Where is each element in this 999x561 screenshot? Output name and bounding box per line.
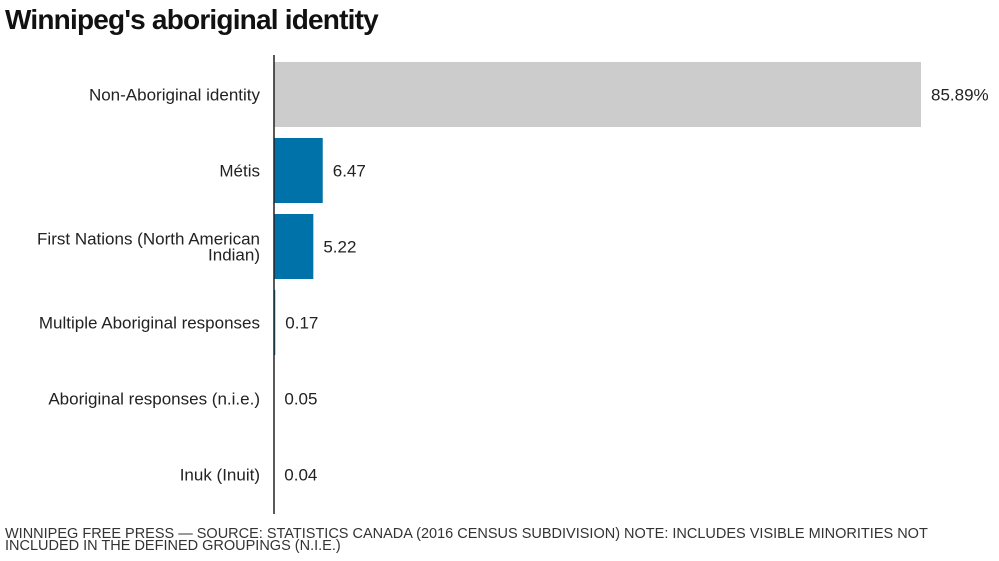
category-label-3: Multiple Aboriginal responses <box>39 314 260 333</box>
category-label-5: Inuk (Inuit) <box>180 466 260 485</box>
value-label-2: 5.22 <box>323 238 356 257</box>
value-label-1: 6.47 <box>333 162 366 181</box>
value-label-3: 0.17 <box>285 314 318 333</box>
bar-0 <box>274 62 921 127</box>
value-label-5: 0.04 <box>284 466 317 485</box>
category-label-2: First Nations (North American Indian) <box>37 230 260 265</box>
category-label-0: Non-Aboriginal identity <box>89 86 261 105</box>
category-label-4: Aboriginal responses (n.i.e.) <box>48 390 260 409</box>
value-label-0: 85.89% <box>931 86 989 105</box>
category-label-1: Métis <box>219 162 260 181</box>
bar-1 <box>274 138 323 203</box>
value-label-4: 0.05 <box>284 390 317 409</box>
bar-2 <box>274 214 314 279</box>
chart-title: Winnipeg's aboriginal identity <box>5 4 379 35</box>
source-note: WINNIPEG FREE PRESS — SOURCE: STATISTICS… <box>5 526 928 554</box>
